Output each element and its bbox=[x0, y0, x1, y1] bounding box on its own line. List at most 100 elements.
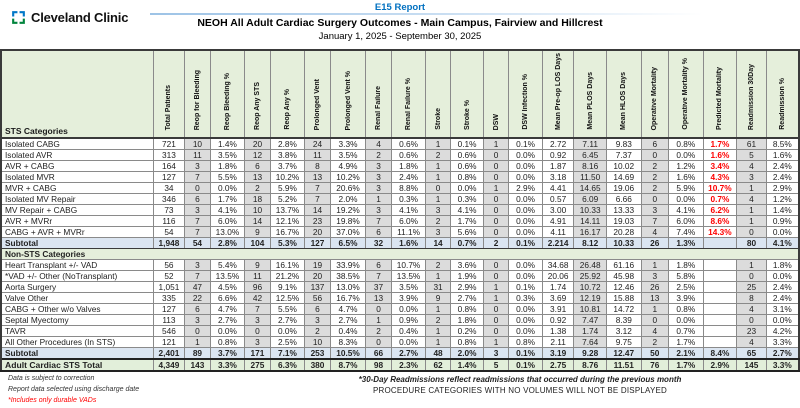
cell: 3.12 bbox=[605, 325, 642, 338]
cell: 10.33 bbox=[605, 237, 642, 250]
cell: 2.0% bbox=[450, 347, 484, 360]
cell: 3 bbox=[303, 314, 332, 327]
cell: 6.09 bbox=[573, 193, 607, 206]
column-header-prolonged-vent: Prolonged Vent bbox=[303, 49, 332, 140]
cell: 5.9% bbox=[668, 182, 704, 195]
table-row: MV Repair + CABG 73 3 4.1% 10 13.7% 14 19.2% 3 4.… bbox=[0, 204, 800, 217]
column-header-label: Renal Failure bbox=[375, 86, 383, 131]
cell: 4.11 bbox=[541, 226, 575, 239]
cell: 14.72 bbox=[605, 303, 642, 316]
cell: 3.5% bbox=[330, 149, 366, 162]
cell: 8 bbox=[736, 292, 767, 305]
cell: 0.7% bbox=[702, 193, 738, 206]
cell: 0.0% bbox=[391, 336, 426, 349]
cell: 4.3% bbox=[702, 171, 738, 184]
cell: 3 bbox=[424, 204, 452, 217]
cell: 19 bbox=[303, 259, 332, 272]
cell: 8.6% bbox=[702, 215, 738, 228]
cell: 6.3% bbox=[270, 358, 305, 373]
table-row: CABG + AVR + MVRr 54 7 13.0% 9 16.7% 20 37.0% 6 1… bbox=[0, 226, 800, 239]
cell: 7.1% bbox=[270, 347, 305, 360]
cell: 20 bbox=[243, 137, 272, 151]
cell: 1 bbox=[424, 325, 452, 338]
cell: 10.2% bbox=[330, 171, 366, 184]
cell: 4.7% bbox=[210, 303, 245, 316]
cell: 8.7% bbox=[330, 358, 366, 373]
cell: 6.2% bbox=[702, 204, 738, 217]
cell: 1 bbox=[736, 182, 767, 195]
cell: 0 bbox=[482, 204, 510, 217]
cell: 7 bbox=[640, 215, 670, 228]
cell: 10.81 bbox=[573, 303, 607, 316]
report-link[interactable]: E15 Report bbox=[374, 2, 426, 13]
cell: 0.0% bbox=[450, 182, 484, 195]
cell: 4.41 bbox=[541, 182, 575, 195]
cell: 113 bbox=[153, 314, 185, 327]
cell: 1 bbox=[482, 292, 510, 305]
cell: 0.0% bbox=[391, 303, 426, 316]
cell: 1 bbox=[424, 160, 452, 173]
cell: 0.0% bbox=[210, 325, 245, 338]
cell: 11.51 bbox=[605, 358, 642, 373]
cell: 1.7% bbox=[668, 358, 704, 373]
cell: 3 bbox=[364, 182, 393, 195]
cell: 61 bbox=[736, 137, 767, 151]
cell: 37 bbox=[364, 281, 393, 294]
cell: 164 bbox=[153, 160, 185, 173]
cell: 2.7% bbox=[210, 314, 245, 327]
cell: 8.8% bbox=[391, 182, 426, 195]
cell bbox=[702, 325, 738, 338]
cell: 2 bbox=[424, 259, 452, 272]
cell: 1 bbox=[482, 137, 510, 151]
row-label: Adult Cardiac STS Total bbox=[0, 358, 155, 373]
cell: 6 bbox=[640, 137, 670, 151]
cell: 2.8% bbox=[270, 137, 305, 151]
cell: 0.1% bbox=[508, 281, 543, 294]
cell: 2.11 bbox=[541, 336, 575, 349]
cell: 3 bbox=[243, 336, 272, 349]
cell: 2.4% bbox=[765, 160, 800, 173]
cell: 2 bbox=[482, 237, 510, 250]
cell: 7.4% bbox=[668, 226, 704, 239]
cell: 1.7% bbox=[210, 193, 245, 206]
row-label: CABG + AVR + MVRr bbox=[0, 226, 155, 239]
cell: 2.4% bbox=[391, 171, 426, 184]
cell: 4.1% bbox=[668, 204, 704, 217]
cell: 1.9% bbox=[450, 270, 484, 283]
cell: 2.5% bbox=[668, 281, 704, 294]
cell: 171 bbox=[243, 347, 272, 360]
column-header-operative-mortality: Operative Mortality bbox=[640, 49, 670, 140]
cell: 1.8% bbox=[668, 259, 704, 272]
cell: 12.46 bbox=[605, 281, 642, 294]
cell: 4.1% bbox=[450, 204, 484, 217]
cell bbox=[702, 237, 738, 250]
table-row: Isolated MV Repair 346 6 1.7% 18 5.2% 7 2.0% 1 0.… bbox=[0, 193, 800, 206]
cell: 3.19 bbox=[541, 347, 575, 360]
cell: 127 bbox=[153, 303, 185, 316]
cell: 10.72 bbox=[573, 281, 607, 294]
cell: 20 bbox=[303, 270, 332, 283]
cell: 1.6% bbox=[391, 237, 426, 250]
cell: 1 bbox=[482, 281, 510, 294]
cell: 13 bbox=[243, 171, 272, 184]
column-header-renal-failure-pct: Renal Failure % bbox=[391, 49, 426, 140]
cell: 0.0% bbox=[668, 193, 704, 206]
cell: 0.9% bbox=[391, 314, 426, 327]
column-header-reop-any-sts: Reop Any STS bbox=[243, 49, 272, 140]
cell: 8.5% bbox=[765, 137, 800, 151]
cell: 65 bbox=[736, 347, 767, 360]
cell: 26 bbox=[640, 237, 670, 250]
cell: 0 bbox=[243, 325, 272, 338]
cell: 4.7% bbox=[330, 303, 366, 316]
column-header-sts-categories: STS Categories bbox=[0, 49, 155, 140]
cell: 0 bbox=[482, 215, 510, 228]
cell: 2.7% bbox=[450, 292, 484, 305]
cell: 2 bbox=[640, 336, 670, 349]
cell: 1.4% bbox=[765, 204, 800, 217]
cell: 0 bbox=[364, 336, 393, 349]
cell: 33.9% bbox=[330, 259, 366, 272]
cell: 0 bbox=[736, 226, 767, 239]
cell: 145 bbox=[736, 358, 767, 373]
column-header-readmission-30day: Readmission 30Day bbox=[736, 49, 767, 140]
cell: 8.4% bbox=[702, 347, 738, 360]
